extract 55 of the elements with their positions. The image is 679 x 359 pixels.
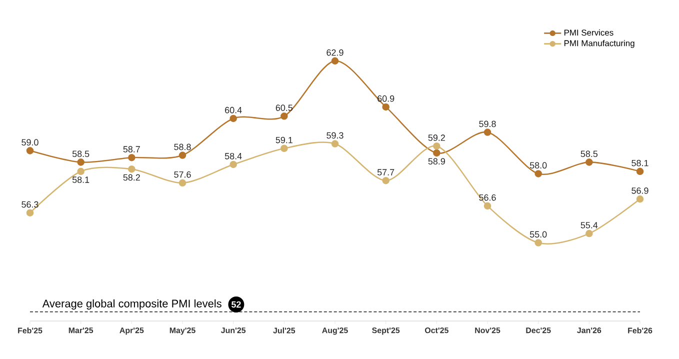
point	[26, 147, 34, 154]
data-label: 59.1	[276, 136, 292, 144]
point	[280, 144, 288, 152]
point	[230, 114, 237, 122]
point	[128, 165, 136, 173]
data-label: 60.9	[378, 95, 394, 102]
ref-line-label: Average global composite PMI levels	[42, 299, 222, 310]
data-label: 58.4	[224, 152, 242, 160]
point	[178, 152, 186, 159]
point	[331, 140, 339, 148]
point	[331, 57, 339, 65]
data-label: 58.1	[632, 160, 648, 166]
data-label: 58.9	[428, 158, 445, 165]
legend-label: PMI Services	[564, 29, 614, 36]
point	[484, 128, 492, 136]
data-label: 62.9	[326, 49, 344, 56]
data-label: 59.0	[22, 139, 38, 146]
point	[128, 154, 136, 162]
data-label: 58.0	[530, 162, 547, 169]
legend-label: PMI Manufacturing	[564, 40, 634, 48]
data-label: 58.1	[72, 176, 90, 183]
data-label: 59.3	[326, 132, 344, 139]
data-label: 58.7	[123, 146, 140, 152]
data-label: 57.6	[174, 171, 191, 178]
data-label: 55.0	[530, 231, 547, 238]
data-label: 56.9	[632, 187, 648, 194]
point	[433, 142, 440, 150]
data-label: 60.4	[225, 106, 242, 114]
point	[534, 170, 542, 178]
point	[586, 158, 593, 166]
point	[586, 230, 593, 238]
point	[382, 103, 390, 111]
data-label: 59.8	[479, 120, 496, 128]
point	[636, 168, 644, 176]
point	[433, 149, 440, 157]
point	[230, 160, 237, 168]
point	[77, 168, 84, 176]
data-label: 55.4	[580, 222, 598, 228]
point	[484, 202, 492, 210]
point	[77, 158, 84, 166]
data-label: 59.2	[428, 134, 445, 141]
data-label: 58.5	[580, 150, 598, 158]
data-label: 60.5	[276, 104, 293, 111]
data-label: 57.7	[377, 169, 394, 176]
point	[280, 112, 288, 120]
data-label: 58.5	[72, 150, 90, 158]
data-label: 58.2	[123, 174, 140, 181]
annotation: 52	[232, 301, 241, 308]
data-label: 56.3	[22, 201, 38, 208]
point	[382, 176, 390, 184]
point	[26, 209, 34, 216]
point	[178, 179, 186, 187]
data-label: 58.8	[174, 144, 191, 150]
point	[534, 239, 542, 246]
point	[636, 195, 644, 203]
